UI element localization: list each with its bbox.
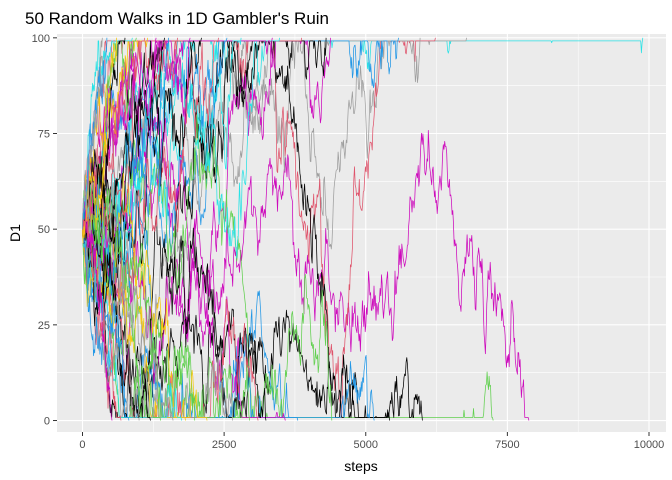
random-walk-line [82, 176, 250, 421]
series-group [82, 37, 644, 421]
random-walk-line [82, 114, 333, 421]
y-tick-label: 25 [38, 320, 50, 332]
y-tick-label: 50 [38, 224, 50, 236]
x-tick-label: 10000 [634, 439, 665, 451]
x-tick-label: 2500 [212, 439, 236, 451]
random-walk-line [82, 202, 122, 421]
y-axis-title: D1 [7, 224, 23, 242]
x-tick-label: 7500 [495, 439, 519, 451]
random-walk-line [82, 201, 113, 421]
y-tick-label: 0 [44, 416, 50, 428]
x-axis-title: steps [344, 458, 377, 474]
random-walk-line [82, 222, 151, 421]
y-tick-label: 100 [32, 33, 50, 45]
x-tick-label: 0 [79, 439, 85, 451]
axes: 0 2500 5000 7500 10000 0 25 50 75 100 [32, 33, 665, 451]
random-walk-line [82, 229, 130, 421]
random-walk-line [82, 37, 126, 241]
x-tick-label: 5000 [354, 439, 378, 451]
random-walk-line [82, 37, 103, 230]
plot-panel [57, 34, 666, 432]
random-walk-line [82, 37, 169, 263]
y-tick-label: 75 [38, 129, 50, 141]
chart-title: 50 Random Walks in 1D Gambler's Ruin [25, 9, 329, 28]
random-walk-line [82, 221, 233, 421]
